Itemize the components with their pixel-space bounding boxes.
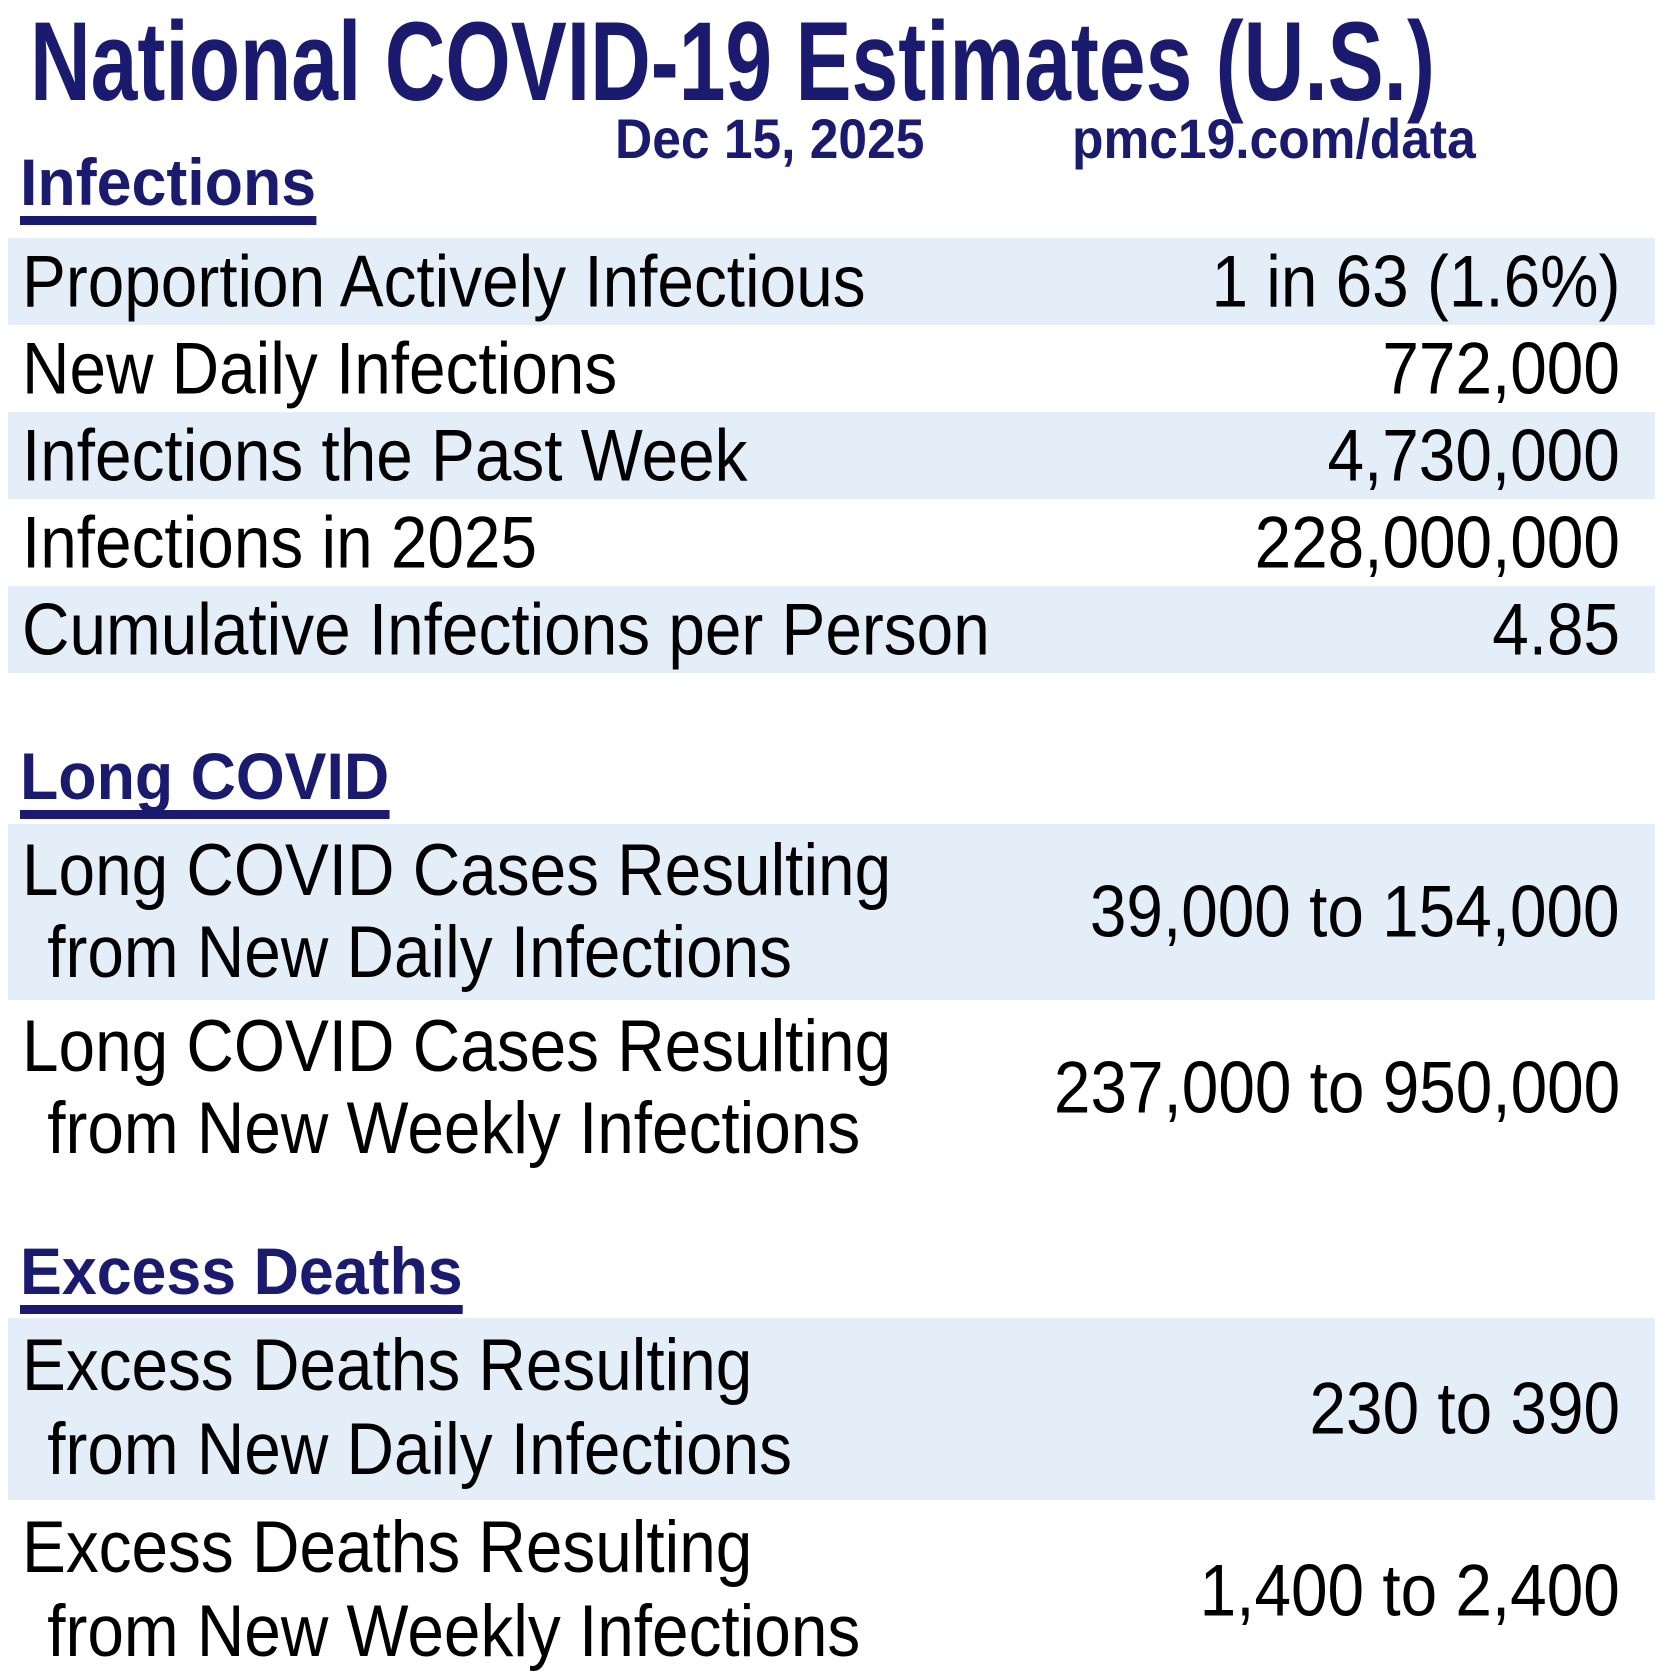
- table-row: Excess Deaths Resulting from New Weekly …: [8, 1500, 1655, 1674]
- row-label: New Daily Infections: [22, 328, 618, 409]
- page-title: National COVID-19 Estimates (U.S.): [30, 0, 1435, 124]
- table-row: Cumulative Infections per Person 4.85: [8, 586, 1655, 673]
- row-label: Cumulative Infections per Person: [22, 589, 990, 670]
- long-covid-table: Long COVID Cases Resulting from New Dail…: [8, 824, 1655, 1176]
- table-row: Long COVID Cases Resulting from New Dail…: [8, 824, 1655, 1000]
- row-label: Infections in 2025: [22, 502, 538, 583]
- table-row: Infections in 2025 228,000,000: [8, 499, 1655, 586]
- table-row: Long COVID Cases Resulting from New Week…: [8, 1000, 1655, 1176]
- table-row: Excess Deaths Resulting from New Daily I…: [8, 1318, 1655, 1500]
- excess-deaths-table: Excess Deaths Resulting from New Daily I…: [8, 1318, 1655, 1674]
- row-value: 1,400 to 2,400: [1199, 1550, 1620, 1632]
- row-value: 228,000,000: [1254, 502, 1620, 583]
- table-row: Infections the Past Week 4,730,000: [8, 412, 1655, 499]
- row-label: Excess Deaths Resulting from New Weekly …: [22, 1507, 861, 1672]
- row-label: Long COVID Cases Resulting from New Week…: [22, 1006, 892, 1169]
- row-value: 4,730,000: [1327, 415, 1620, 496]
- table-row: New Daily Infections 772,000: [8, 325, 1655, 412]
- table-row: Proportion Actively Infectious 1 in 63 (…: [8, 238, 1655, 325]
- row-value: 772,000: [1382, 328, 1620, 409]
- row-value: 39,000 to 154,000: [1090, 871, 1620, 953]
- row-value: 4.85: [1492, 589, 1620, 670]
- row-label: Excess Deaths Resulting from New Daily I…: [22, 1325, 793, 1490]
- report-date: Dec 15, 2025: [615, 107, 925, 170]
- subheader: Dec 15, 2025 pmc19.com/data: [0, 110, 1665, 168]
- infections-table: Proportion Actively Infectious 1 in 63 (…: [8, 238, 1655, 673]
- row-value: 237,000 to 950,000: [1053, 1047, 1620, 1129]
- section-heading-long-covid: Long COVID: [20, 743, 409, 819]
- row-value: 230 to 390: [1309, 1368, 1620, 1450]
- row-value: 1 in 63 (1.6%): [1210, 241, 1620, 322]
- source-url: pmc19.com/data: [1072, 107, 1476, 170]
- section-heading-excess-deaths: Excess Deaths: [20, 1238, 486, 1314]
- row-label: Proportion Actively Infectious: [22, 241, 866, 322]
- row-label: Infections the Past Week: [22, 415, 748, 496]
- section-heading-infections: Infections: [20, 149, 332, 225]
- row-label: Long COVID Cases Resulting from New Dail…: [22, 830, 892, 993]
